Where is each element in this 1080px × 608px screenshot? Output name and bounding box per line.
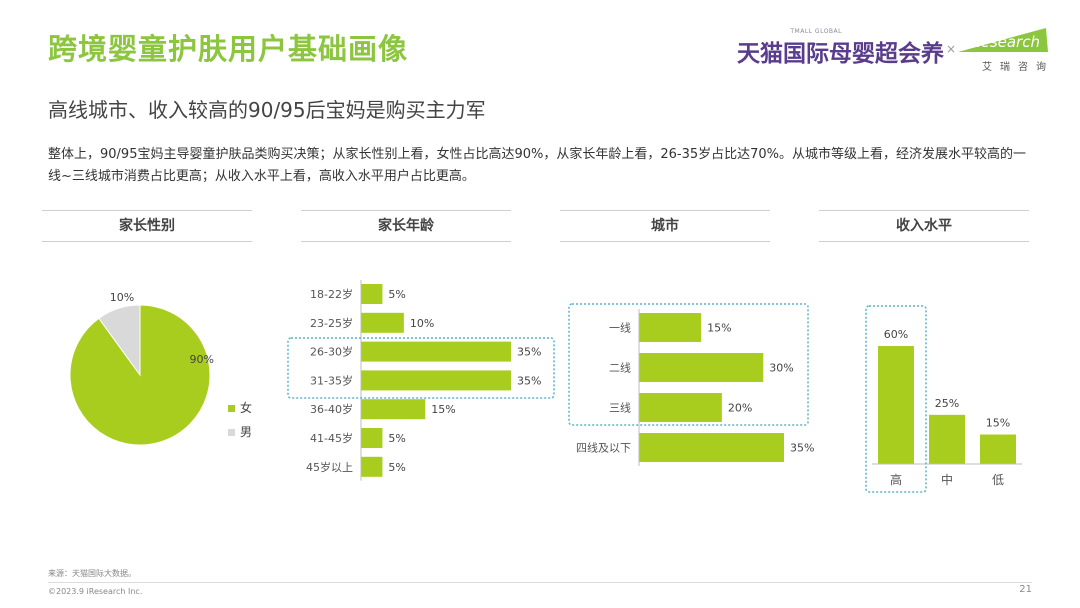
- income-bar: [980, 434, 1016, 464]
- pie-label-female: 90%: [190, 353, 214, 366]
- city-category-label: 四线及以下: [576, 441, 631, 455]
- pie-label-male: 10%: [110, 291, 134, 304]
- city-data-label: 15%: [707, 322, 731, 335]
- income-category-label: 高: [890, 472, 902, 487]
- age-bar: [361, 341, 511, 362]
- income-category-label: 低: [992, 473, 1004, 487]
- income-data-label: 15%: [986, 417, 1010, 430]
- city-data-label: 30%: [769, 362, 793, 375]
- city-bar: [639, 313, 702, 342]
- age-bar: [361, 284, 383, 304]
- summary-text: 整体上，90/95宝妈主导婴童护肤品类购买决策；从家长性别上看，女性占比高达90…: [48, 147, 1027, 184]
- age-bar: [361, 399, 426, 420]
- age-data-label: 5%: [388, 432, 405, 445]
- age-category-label: 41-45岁: [310, 431, 353, 445]
- page-number: 21: [1019, 584, 1032, 595]
- logo-separator: ×: [945, 42, 956, 56]
- age-category-label: 36-40岁: [310, 402, 353, 416]
- section-header-city: 城市: [560, 210, 770, 242]
- age-bar: [361, 370, 511, 391]
- age-data-label: 15%: [431, 403, 455, 416]
- page-subtitle: 高线城市、收入较高的90/95后宝妈是购买主力军: [48, 98, 486, 122]
- city-highlight-box: [568, 303, 809, 426]
- age-bar: [361, 312, 404, 333]
- legend-label-male: 男: [240, 425, 252, 439]
- age-data-label: 5%: [388, 461, 405, 474]
- income-bar: [878, 346, 914, 464]
- iresearch-cn-text: 艾瑞咨询: [982, 62, 1054, 73]
- age-data-label: 5%: [388, 288, 405, 301]
- footer-copyright: ©2023.9 iResearch Inc.: [48, 587, 143, 596]
- legend-label-female: 女: [240, 400, 252, 415]
- income-data-label: 25%: [935, 397, 959, 410]
- section-header-income: 收入水平: [819, 210, 1029, 242]
- age-category-label: 23-25岁: [310, 316, 353, 330]
- legend-swatch-female: [228, 405, 235, 412]
- income-category-label: 中: [941, 472, 953, 487]
- age-category-label: 31-35岁: [310, 373, 353, 387]
- footer-divider: [48, 582, 1032, 583]
- age-category-label: 26-30岁: [310, 345, 353, 359]
- legend-swatch-male: [228, 429, 235, 436]
- city-category-label: 一线: [609, 321, 631, 335]
- income-bar: [929, 414, 965, 464]
- tmall-global-small-text: TMALL GLOBAL: [790, 28, 842, 35]
- iresearch-logo-mark: iResearch: [966, 33, 1040, 51]
- age-highlight-box: [287, 337, 555, 399]
- tmall-logo-text: 天猫国际母婴超会养: [737, 41, 944, 67]
- city-data-label: 35%: [790, 442, 814, 455]
- age-data-label: 35%: [517, 346, 541, 359]
- city-bar: [639, 353, 764, 382]
- iresearch-logo-icon: iResearch: [958, 28, 1048, 52]
- age-category-label: 45岁以上: [306, 460, 353, 474]
- income-highlight-box: [865, 305, 927, 493]
- footer-source: 来源：天猫国际大数据。: [48, 569, 136, 578]
- city-data-label: 20%: [728, 402, 752, 415]
- section-header-age: 家长年龄: [301, 210, 511, 242]
- city-category-label: 二线: [609, 361, 631, 375]
- age-category-label: 18-22岁: [310, 287, 353, 301]
- page-title: 跨境婴童护肤用户基础画像: [48, 32, 409, 66]
- city-category-label: 三线: [609, 401, 631, 415]
- section-header-gender: 家长性别: [42, 210, 252, 242]
- city-bar: [639, 393, 722, 422]
- income-data-label: 60%: [884, 328, 908, 341]
- age-data-label: 10%: [410, 317, 434, 330]
- city-bar: [639, 433, 784, 462]
- age-bar: [361, 456, 383, 477]
- pie-slice-male: [98, 304, 141, 377]
- age-bar: [361, 428, 383, 448]
- age-data-label: 35%: [517, 374, 541, 387]
